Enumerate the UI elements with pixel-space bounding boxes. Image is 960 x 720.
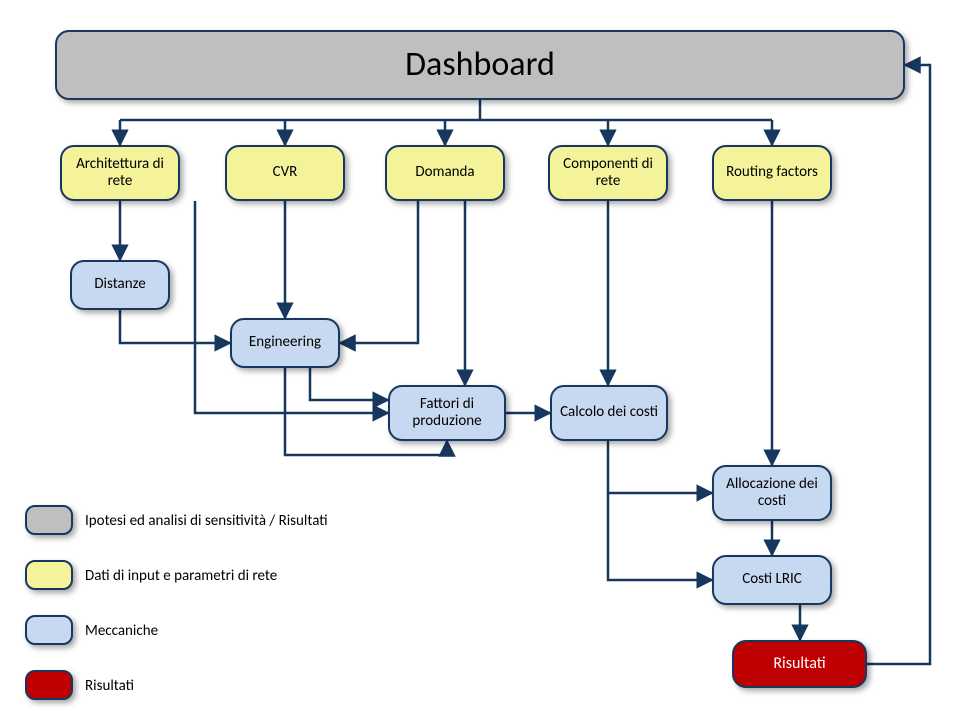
node-distanze-label: Distanze [88,272,151,297]
node-engineering: Engineering [230,318,340,368]
node-alloc: Allocazione dei costi [712,465,832,521]
diagram-stage: Dashboard Architettura di rete CVR Domanda C… [0,0,960,720]
edge-16 [310,368,388,400]
node-dashboard: Dashboard [55,30,905,100]
legend-swatch-2 [25,615,73,645]
edge-14 [195,201,388,413]
node-domanda: Domanda [385,145,505,201]
edge-18 [608,441,712,493]
edge-19 [608,493,712,580]
node-calcolo-label: Calcolo dei costi [554,400,664,425]
legend-label-1: Dati di input e parametri di rete [85,567,277,585]
edge-9 [340,201,418,343]
node-risultati-label: Risultati [767,651,831,677]
node-lric-label: Costi LRIC [736,567,808,592]
node-componenti: Componenti di rete [548,145,668,201]
legend-label-3: Risultati [85,677,134,695]
legend-label-2: Meccaniche [85,622,158,640]
node-distanze: Distanze [70,260,170,310]
node-cvr: CVR [225,145,345,201]
legend-swatch-0 [25,505,73,535]
edges-layer [0,0,960,720]
node-routing-label: Routing factors [720,160,824,185]
edge-13 [120,310,230,343]
node-alloc-label: Allocazione dei costi [714,472,830,515]
node-routing: Routing factors [712,145,832,201]
node-fattori: Fattori di produzione [388,385,506,441]
legend-swatch-1 [25,560,73,590]
node-domanda-label: Domanda [409,160,480,185]
node-dashboard-label: Dashboard [399,41,561,88]
edge-22 [867,65,930,664]
node-arch: Architettura di rete [60,145,180,201]
legend-swatch-3 [25,670,73,700]
node-risultati: Risultati [732,640,867,688]
node-cvr-label: CVR [267,160,304,185]
node-componenti-label: Componenti di rete [550,152,666,195]
node-fattori-label: Fattori di produzione [390,392,504,435]
legend-label-0: Ipotesi ed analisi di sensitività / Risu… [85,512,328,530]
node-calcolo: Calcolo dei costi [550,385,668,441]
node-arch-label: Architettura di rete [62,152,178,195]
node-lric: Costi LRIC [712,555,832,605]
node-engineering-label: Engineering [243,330,327,355]
